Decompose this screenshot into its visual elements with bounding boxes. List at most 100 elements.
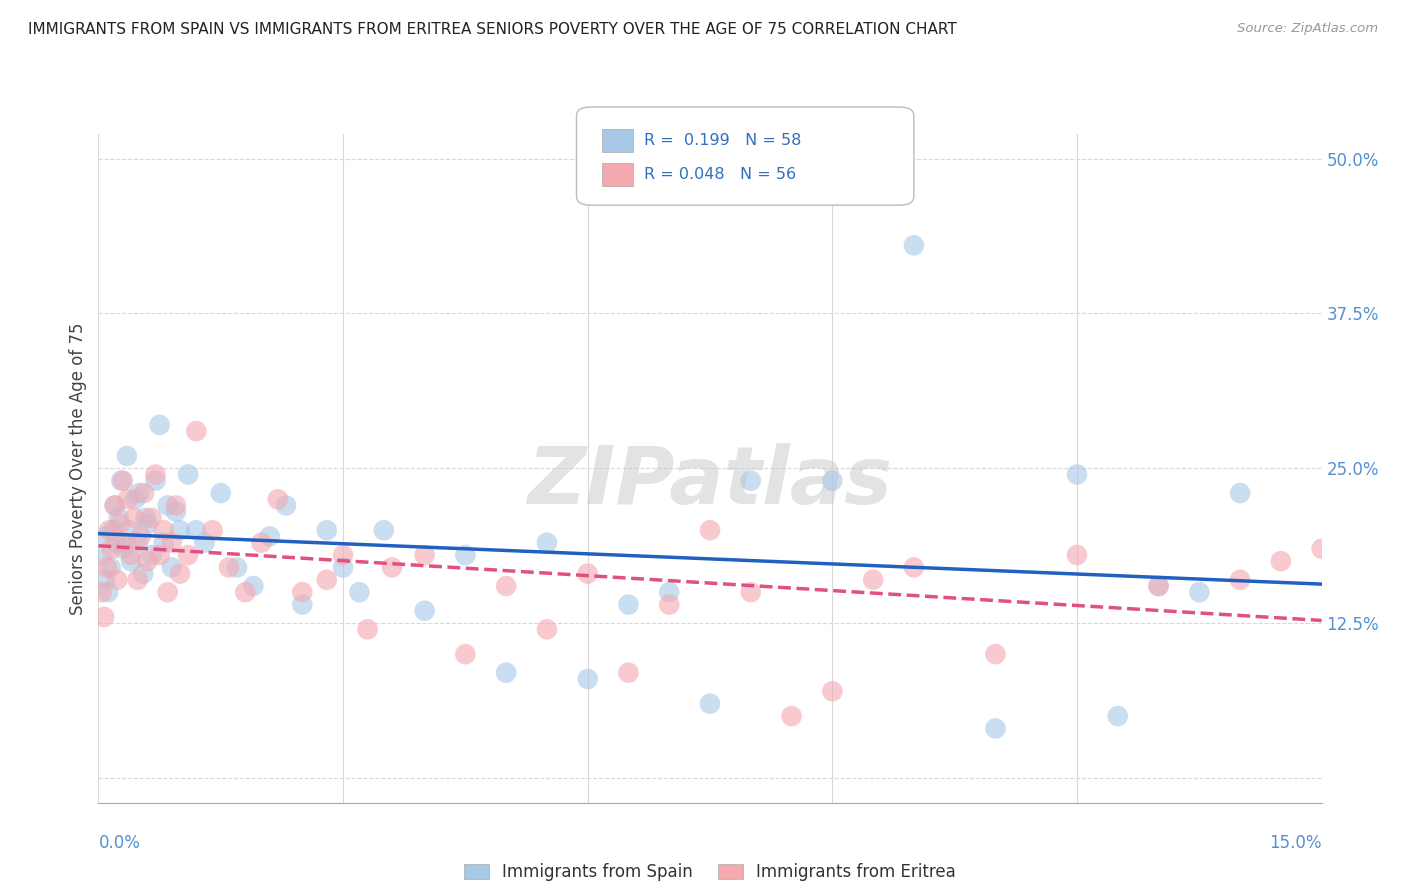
Point: [101, 523, 124, 537]
Point: [149, 548, 172, 562]
Point: [193, 535, 215, 549]
Text: 15.0%: 15.0%: [1270, 834, 1322, 852]
Point: [1310, 541, 1333, 556]
Point: [381, 560, 404, 574]
Text: IMMIGRANTS FROM SPAIN VS IMMIGRANTS FROM ERITREA SENIORS POVERTY OVER THE AGE OF: IMMIGRANTS FROM SPAIN VS IMMIGRANTS FROM…: [28, 22, 957, 37]
Point: [160, 560, 183, 574]
Point: [169, 566, 191, 581]
Y-axis label: Seniors Poverty Over the Age of 75: Seniors Poverty Over the Age of 75: [69, 322, 87, 615]
Text: R =  0.199   N = 58: R = 0.199 N = 58: [644, 133, 801, 148]
Point: [536, 535, 558, 549]
Point: [233, 585, 256, 599]
Point: [658, 585, 681, 599]
Point: [145, 474, 167, 488]
Point: [145, 467, 167, 482]
Point: [576, 672, 599, 686]
Point: [259, 529, 281, 543]
Point: [495, 665, 517, 680]
Point: [1066, 548, 1088, 562]
Point: [332, 548, 354, 562]
Point: [149, 417, 172, 432]
Point: [699, 523, 721, 537]
Point: [740, 585, 762, 599]
Point: [120, 554, 142, 568]
Point: [136, 554, 159, 568]
Point: [136, 517, 159, 532]
Point: [1188, 585, 1211, 599]
Point: [127, 573, 149, 587]
Point: [218, 560, 240, 574]
Point: [165, 505, 187, 519]
Point: [201, 523, 224, 537]
Point: [454, 548, 477, 562]
Point: [1229, 573, 1251, 587]
Point: [1229, 486, 1251, 500]
Point: [132, 566, 155, 581]
Text: ZIPatlas: ZIPatlas: [527, 442, 893, 521]
Point: [267, 492, 290, 507]
Point: [104, 499, 127, 513]
Point: [114, 535, 136, 549]
Point: [984, 722, 1007, 736]
Point: [617, 598, 640, 612]
Point: [120, 548, 142, 562]
Point: [165, 499, 187, 513]
Point: [332, 560, 354, 574]
Point: [127, 535, 149, 549]
Point: [1147, 579, 1170, 593]
Point: [454, 647, 477, 661]
Point: [1107, 709, 1129, 723]
Point: [821, 474, 844, 488]
Point: [315, 573, 337, 587]
Point: [141, 548, 163, 562]
Point: [740, 474, 762, 488]
Legend: Immigrants from Spain, Immigrants from Eritrea: Immigrants from Spain, Immigrants from E…: [457, 857, 963, 888]
Point: [291, 585, 314, 599]
Point: [315, 523, 337, 537]
Point: [226, 560, 249, 574]
Point: [250, 535, 273, 549]
Point: [94, 573, 117, 587]
Point: [1066, 467, 1088, 482]
Point: [413, 604, 436, 618]
Point: [177, 467, 200, 482]
Point: [128, 486, 150, 500]
Point: [156, 499, 179, 513]
Point: [658, 598, 681, 612]
Point: [169, 523, 191, 537]
Point: [903, 560, 925, 574]
Point: [96, 560, 118, 574]
Point: [373, 523, 395, 537]
Point: [90, 585, 112, 599]
Point: [117, 492, 139, 507]
Point: [124, 492, 146, 507]
Point: [903, 238, 925, 252]
Point: [111, 474, 134, 488]
Point: [104, 499, 127, 513]
Point: [536, 623, 558, 637]
Point: [349, 585, 371, 599]
Point: [115, 449, 138, 463]
Point: [124, 511, 146, 525]
Text: 0.0%: 0.0%: [98, 834, 141, 852]
Point: [495, 579, 517, 593]
Point: [576, 566, 599, 581]
Point: [132, 486, 155, 500]
Point: [186, 424, 208, 438]
Point: [274, 499, 297, 513]
Point: [1147, 579, 1170, 593]
Point: [291, 598, 314, 612]
Point: [93, 610, 115, 624]
Point: [1270, 554, 1292, 568]
Point: [177, 548, 200, 562]
Point: [111, 541, 134, 556]
Point: [100, 541, 122, 556]
Point: [413, 548, 436, 562]
Point: [110, 474, 132, 488]
Point: [160, 535, 183, 549]
Text: Source: ZipAtlas.com: Source: ZipAtlas.com: [1237, 22, 1378, 36]
Text: R = 0.048   N = 56: R = 0.048 N = 56: [644, 167, 796, 182]
Point: [96, 529, 118, 543]
Point: [152, 523, 174, 537]
Point: [186, 523, 208, 537]
